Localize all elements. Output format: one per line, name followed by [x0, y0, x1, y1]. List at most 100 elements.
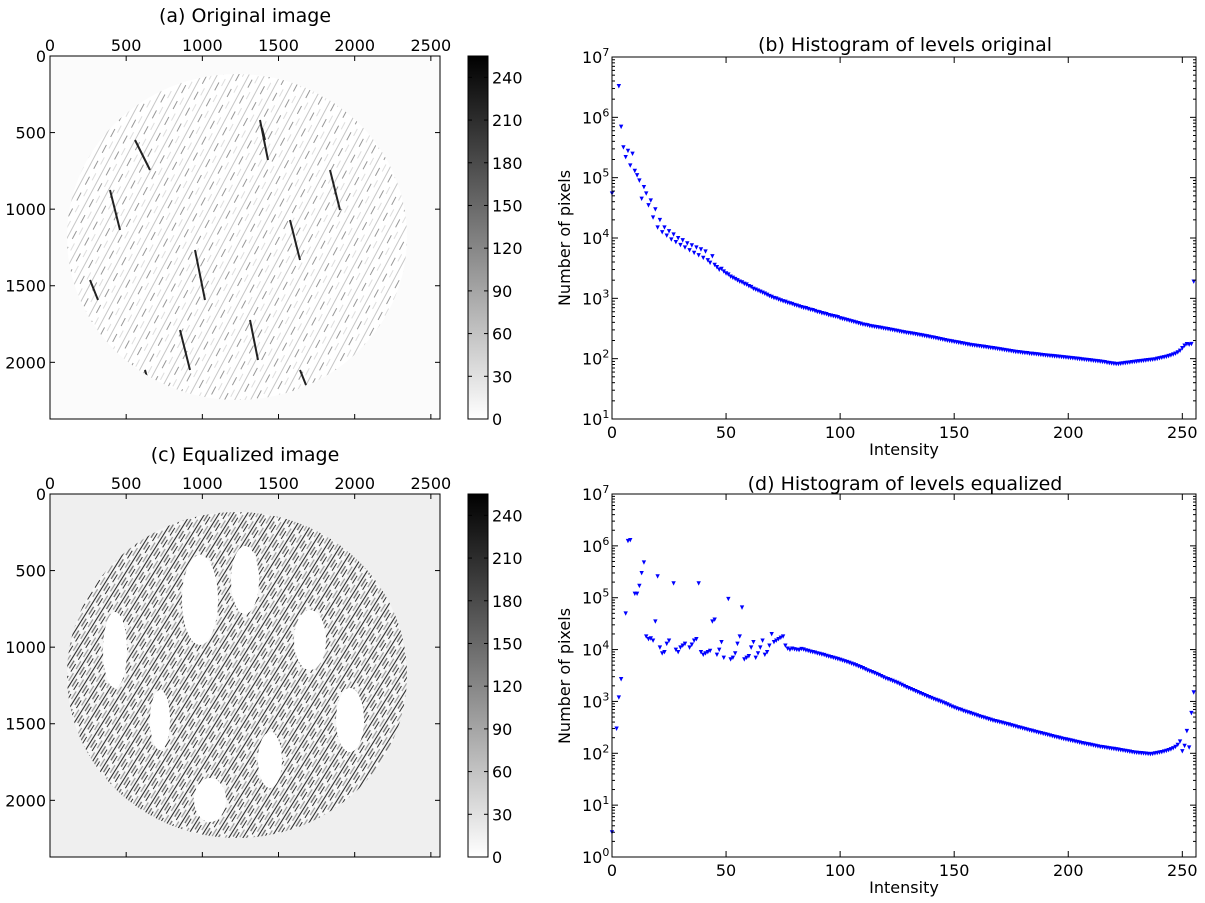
y-tick-exponent: 5 — [602, 587, 609, 600]
data-point — [758, 645, 763, 650]
x-tick-label: 2500 — [411, 474, 452, 493]
data-point — [680, 643, 685, 648]
data-point — [621, 145, 626, 150]
x-tick-label: 0 — [45, 36, 55, 55]
original-image-frame — [49, 55, 441, 420]
data-point — [662, 225, 667, 230]
data-point — [1175, 350, 1180, 355]
data-point — [703, 249, 708, 254]
y-tick-base: 10 — [582, 350, 602, 369]
colorbar-tick-label: 90 — [492, 282, 512, 301]
data-point — [694, 636, 699, 642]
y-tick-exponent: 5 — [602, 167, 609, 180]
data-point — [769, 631, 774, 637]
data-point — [719, 639, 724, 645]
y-tick-label: 1500 — [5, 715, 46, 734]
data-point — [653, 619, 658, 624]
equalized-image-panel: (c) Equalized image 0 500 1000 1500 2000 2500… — [5, 444, 522, 867]
y-tick-label: 104 — [582, 227, 609, 248]
y-tick-label: 104 — [582, 639, 609, 660]
y-tick-exponent: 7 — [602, 46, 609, 59]
data-point — [755, 651, 761, 656]
data-point — [1170, 746, 1176, 751]
data-point — [1173, 351, 1178, 356]
data-point — [730, 655, 736, 661]
data-point — [614, 726, 619, 731]
original-histogram-points — [609, 84, 1196, 367]
original-image-x-ticks: 0 500 1000 1500 2000 2500 — [45, 36, 451, 419]
data-point — [762, 291, 768, 296]
x-tick-label: 100 — [825, 423, 856, 442]
data-point — [744, 655, 749, 661]
data-point — [685, 241, 690, 246]
data-point — [618, 677, 624, 682]
original-histogram-title: (b) Histogram of levels original — [758, 34, 1052, 56]
data-point — [1191, 690, 1196, 695]
y-tick-base: 10 — [582, 537, 602, 556]
colorbar-tick-label: 120 — [492, 677, 523, 696]
data-point — [630, 151, 635, 157]
data-point — [714, 265, 720, 270]
data-point — [666, 638, 672, 643]
data-point — [644, 191, 649, 196]
data-point — [717, 647, 722, 652]
data-point — [616, 695, 622, 700]
data-point — [726, 596, 731, 602]
x-tick-label: 200 — [1053, 861, 1084, 880]
y-tick-label: 106 — [582, 535, 609, 556]
y-tick-label: 102 — [582, 348, 609, 369]
data-point — [671, 232, 676, 237]
colorbar-tick-label: 120 — [492, 239, 523, 258]
data-point — [659, 651, 665, 656]
data-point — [712, 617, 717, 622]
data-point — [787, 647, 793, 652]
colorbar-tick-label: 240 — [492, 506, 523, 525]
x-tick-label: 2500 — [411, 36, 452, 55]
data-point — [678, 645, 683, 650]
data-point — [639, 570, 644, 576]
original-histogram-panel: (b) Histogram of levels original 0 50 100 1… — [555, 34, 1198, 459]
original-image-colorbar-ticks: 0 30 60 90 120 150 180 210 240 — [468, 68, 523, 429]
y-tick-label: 107 — [582, 483, 609, 504]
y-tick-label: 2000 — [5, 353, 46, 372]
x-tick-label: 1000 — [182, 36, 223, 55]
data-point — [881, 675, 886, 680]
y-tick-base: 10 — [582, 169, 602, 188]
y-tick-base: 10 — [582, 48, 602, 67]
data-point — [655, 574, 660, 579]
data-point — [737, 634, 742, 639]
data-point — [625, 148, 631, 154]
y-tick-exponent: 2 — [602, 742, 609, 755]
data-point — [687, 248, 692, 253]
data-point — [771, 639, 777, 645]
data-point — [721, 655, 726, 661]
data-point — [671, 581, 676, 586]
x-tick-label: 2000 — [334, 474, 375, 493]
data-point — [1182, 743, 1187, 749]
y-tick-label: 105 — [582, 587, 609, 608]
data-point — [675, 236, 681, 241]
x-tick-label: 150 — [939, 861, 970, 880]
data-point — [1175, 742, 1180, 748]
data-point — [637, 583, 642, 589]
data-point — [705, 649, 711, 655]
data-point — [767, 643, 772, 648]
data-point — [632, 168, 638, 174]
y-tick-label: 1000 — [5, 200, 46, 219]
data-point — [1186, 745, 1192, 750]
data-point — [735, 641, 740, 647]
colorbar-tick-label: 60 — [492, 763, 512, 782]
data-point — [673, 647, 679, 652]
original-image-colorbar — [467, 55, 489, 420]
y-tick-exponent: 6 — [602, 106, 609, 119]
data-point — [1184, 728, 1190, 734]
data-point — [1182, 343, 1187, 348]
data-point — [707, 260, 713, 266]
data-point — [669, 237, 674, 242]
data-point — [696, 253, 701, 258]
y-tick-exponent: 1 — [602, 794, 609, 807]
data-point — [689, 243, 695, 248]
y-tick-base: 10 — [582, 641, 602, 660]
data-point — [796, 648, 802, 653]
